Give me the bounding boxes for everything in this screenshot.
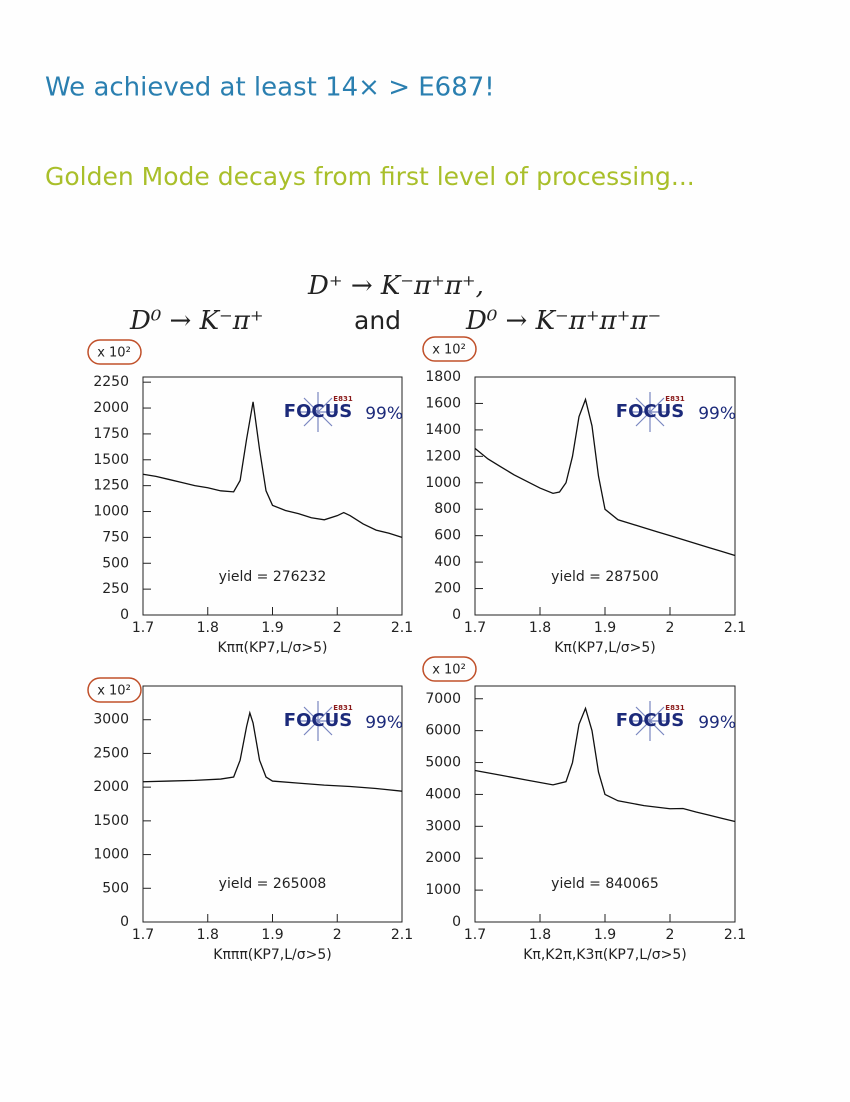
x-tick-label: 1.9	[261, 927, 283, 943]
y-tick-label: 1750	[93, 426, 129, 442]
y-tick-label: 1000	[425, 882, 461, 898]
efficiency: 99%	[365, 404, 403, 424]
y-tick-label: 250	[102, 581, 129, 597]
title: We achieved at least 14× > E687!	[45, 73, 495, 103]
logo: FOCUS	[284, 401, 352, 422]
x-tick-label: 1.9	[594, 927, 616, 943]
y-tick-label: 6000	[425, 723, 461, 739]
y-tick-label: 800	[434, 501, 461, 517]
x-tick-label: 1.8	[197, 620, 219, 636]
y-tick-label: 1000	[93, 504, 129, 520]
decay: D⁺ → K⁻π⁺π⁺,	[307, 271, 484, 301]
x-tick-label: 1.7	[132, 927, 154, 943]
y-tick-label: 0	[452, 607, 461, 623]
logo-star	[298, 392, 338, 432]
y-tick-label: 4000	[425, 786, 461, 802]
x-tick-label: 1.7	[132, 620, 154, 636]
y-tick-label: 1000	[93, 847, 129, 863]
logo-sub: E831	[665, 395, 685, 403]
data-line	[474, 706, 736, 823]
decay: D⁰ → K⁻π⁺	[129, 306, 264, 336]
y-multiplier: x 10²	[432, 663, 466, 678]
x-tick-label: 2.1	[391, 927, 413, 943]
y-tick-label: 1600	[425, 395, 461, 411]
subtitle: Golden Mode decays from first level of p…	[45, 162, 695, 191]
logo: FOCUS	[616, 710, 684, 731]
x-tick-label: 2	[333, 620, 342, 636]
x-tick-label: 1.9	[594, 620, 616, 636]
y-multiplier: x 10²	[432, 343, 466, 358]
x-axis-label: Kπ,K2π,K3π(KP7,L/σ>5)	[523, 947, 686, 963]
multiplier-oval	[87, 339, 142, 365]
x-axis-label: Kπ(KP7,L/σ>5)	[554, 640, 656, 656]
logo: FOCUS	[284, 710, 352, 731]
y-tick-label: 0	[452, 914, 461, 930]
x-tick-label: 2	[666, 620, 675, 636]
y-tick-label: 2500	[93, 745, 129, 761]
x-tick-label: 2.1	[724, 927, 746, 943]
x-tick-label: 1.9	[261, 620, 283, 636]
x-tick-label: 1.8	[197, 927, 219, 943]
yield: yield = 265008	[219, 876, 327, 892]
logo-sub: E831	[333, 704, 353, 712]
logo-star	[630, 701, 670, 741]
yield: yield = 276232	[219, 569, 327, 585]
y-tick-label: 1200	[425, 448, 461, 464]
y-tick-label: 1250	[93, 478, 129, 494]
data-line	[142, 710, 403, 792]
y-tick-label: 2000	[93, 779, 129, 795]
x-tick-label: 1.7	[464, 620, 486, 636]
x-tick-label: 2.1	[724, 620, 746, 636]
conjunction: and	[354, 306, 401, 335]
y-tick-label: 1500	[93, 813, 129, 829]
y-tick-label: 2000	[93, 400, 129, 416]
y-tick-label: 3000	[425, 818, 461, 834]
y-tick-label: 1800	[425, 369, 461, 385]
y-tick-label: 5000	[425, 755, 461, 771]
y-tick-label: 750	[102, 529, 129, 545]
logo-sub: E831	[333, 395, 353, 403]
data-line	[474, 397, 736, 557]
x-tick-label: 2.1	[391, 620, 413, 636]
y-tick-label: 1400	[425, 422, 461, 438]
x-tick-label: 2	[666, 927, 675, 943]
y-tick-label: 1000	[425, 475, 461, 491]
logo-star	[630, 392, 670, 432]
y-tick-label: 2250	[93, 374, 129, 390]
efficiency: 99%	[698, 404, 736, 424]
y-tick-label: 200	[434, 581, 461, 597]
x-tick-label: 2	[333, 927, 342, 943]
y-tick-label: 3000	[93, 712, 129, 728]
x-tick-label: 1.8	[529, 927, 551, 943]
yield: yield = 287500	[551, 569, 659, 585]
y-tick-label: 600	[434, 528, 461, 544]
multiplier-oval	[422, 656, 477, 682]
y-tick-label: 7000	[425, 691, 461, 707]
y-tick-label: 500	[102, 880, 129, 896]
decay: D⁰ → K⁻π⁺π⁺π⁻	[465, 306, 661, 336]
x-tick-label: 1.8	[529, 620, 551, 636]
y-tick-label: 400	[434, 554, 461, 570]
efficiency: 99%	[698, 713, 736, 733]
y-multiplier: x 10²	[97, 346, 131, 361]
multiplier-oval	[422, 336, 477, 362]
yield: yield = 840065	[551, 876, 659, 892]
efficiency: 99%	[365, 713, 403, 733]
y-tick-label: 2000	[425, 850, 461, 866]
logo: FOCUS	[616, 401, 684, 422]
y-multiplier: x 10²	[97, 684, 131, 699]
x-tick-label: 1.7	[464, 927, 486, 943]
x-axis-label: Kπππ(KP7,L/σ>5)	[213, 947, 331, 963]
y-tick-label: 0	[120, 607, 129, 623]
y-tick-label: 0	[120, 914, 129, 930]
y-tick-label: 1500	[93, 452, 129, 468]
y-tick-label: 500	[102, 555, 129, 571]
multiplier-oval	[87, 677, 142, 703]
logo-sub: E831	[665, 704, 685, 712]
data-line	[142, 401, 403, 539]
logo-star	[298, 701, 338, 741]
x-axis-label: Kππ(KP7,L/σ>5)	[218, 640, 328, 656]
